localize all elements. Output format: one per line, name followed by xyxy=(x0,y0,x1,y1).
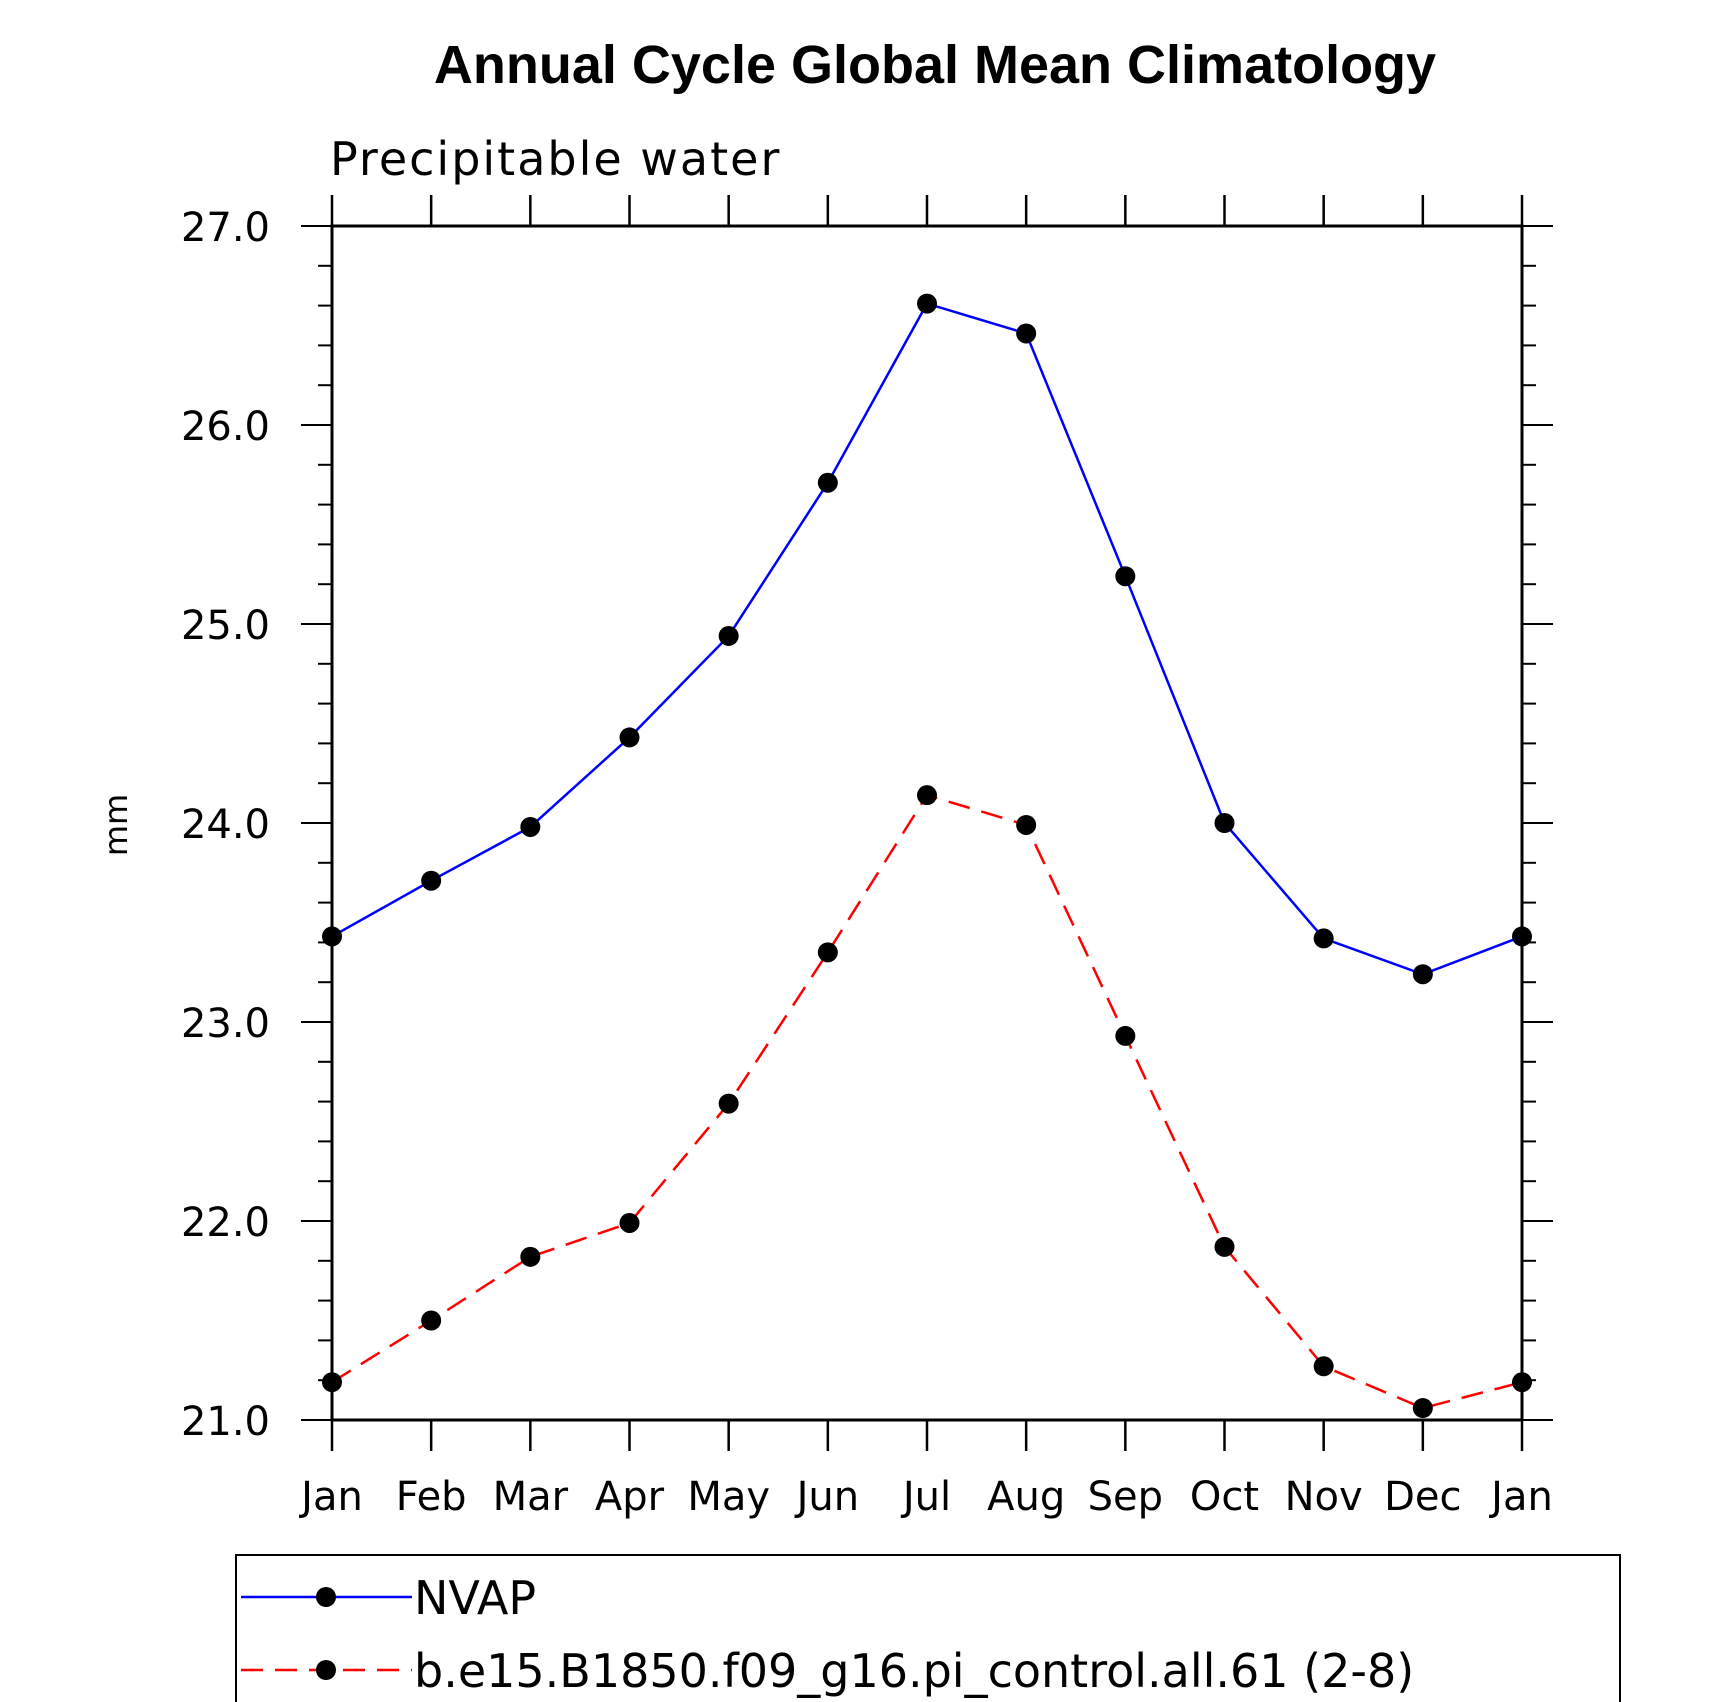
series-0-point xyxy=(917,293,937,314)
series-0-point xyxy=(1412,964,1433,985)
legend-box xyxy=(235,1554,1621,1702)
series-1-point xyxy=(1313,1356,1334,1377)
series-1-point xyxy=(1512,1372,1532,1393)
series-1-point xyxy=(1016,814,1037,835)
y-tick-label: 24.0 xyxy=(181,802,270,848)
x-tick-label: Aug xyxy=(987,1474,1065,1520)
series-0-point xyxy=(520,816,541,837)
y-tick-label: 21.0 xyxy=(181,1399,270,1445)
x-axis-tick-labels: Jan Feb Mar Apr May Jun Jul Aug Sep Oct Nov Dec Jan xyxy=(298,1474,1553,1520)
x-tick-label: Oct xyxy=(1190,1474,1259,1520)
x-tick-label: Apr xyxy=(595,1474,665,1520)
axis-ticks xyxy=(301,195,1553,1451)
series-1-point xyxy=(322,1372,342,1393)
x-tick-label: Jan xyxy=(1488,1474,1553,1520)
series-0-point xyxy=(619,727,640,748)
series-0-point xyxy=(718,625,739,646)
y-tick-label: 27.0 xyxy=(181,205,270,251)
series-line-0 xyxy=(331,302,1523,976)
legend-label-nvap: NVAP xyxy=(414,1571,536,1625)
series-0-point xyxy=(1115,566,1136,587)
x-tick-label: Nov xyxy=(1285,1474,1363,1520)
y-tick-label: 22.0 xyxy=(181,1200,270,1246)
y-tick-label: 25.0 xyxy=(181,603,270,649)
y-tick-label: 23.0 xyxy=(181,1001,270,1047)
x-tick-label: Mar xyxy=(493,1474,569,1520)
x-tick-label: Feb xyxy=(396,1474,467,1520)
legend-label-model: b.e15.B1850.f09_g16.pi_control.all.61 (2… xyxy=(414,1644,1414,1698)
series-0-point xyxy=(322,926,342,947)
legend-marker-nvap xyxy=(316,1587,336,1607)
x-tick-label: Jul xyxy=(900,1474,951,1520)
x-tick-label: Jan xyxy=(298,1474,363,1520)
plot-frame xyxy=(330,224,1524,1422)
series-0-point xyxy=(1214,813,1235,833)
series-layer xyxy=(322,293,1532,1419)
legend: NVAP b.e15.B1850.f09_g16.pi_control.all.… xyxy=(235,1554,1621,1702)
series-1-point xyxy=(520,1246,541,1267)
series-1-point xyxy=(917,785,937,806)
series-0-point xyxy=(1313,928,1334,949)
chart-title: Annual Cycle Global Mean Climatology xyxy=(434,35,1436,95)
series-1-point xyxy=(619,1212,640,1233)
x-tick-label: Dec xyxy=(1384,1474,1461,1520)
y-axis-tick-labels: 21.0 22.0 23.0 24.0 25.0 26.0 27.0 xyxy=(181,205,270,1445)
series-0-point xyxy=(1512,926,1532,947)
x-tick-label: Jun xyxy=(794,1474,860,1520)
legend-marker-model xyxy=(316,1660,336,1680)
series-1-point xyxy=(421,1310,442,1331)
y-axis-label: mm xyxy=(97,794,135,856)
series-1-point xyxy=(1214,1236,1235,1257)
series-line-1 xyxy=(331,793,1523,1410)
series-0-point xyxy=(421,870,442,891)
series-1-point xyxy=(1412,1398,1433,1419)
series-1-point xyxy=(718,1093,739,1114)
y-tick-label: 26.0 xyxy=(181,404,270,450)
series-0-point xyxy=(817,472,838,493)
series-0-point xyxy=(1016,323,1037,344)
series-1-point xyxy=(817,942,838,963)
series-1-point xyxy=(1115,1025,1136,1046)
chart-subtitle: Precipitable water xyxy=(330,132,781,186)
x-tick-label: Sep xyxy=(1088,1474,1163,1520)
x-tick-label: May xyxy=(687,1474,770,1520)
